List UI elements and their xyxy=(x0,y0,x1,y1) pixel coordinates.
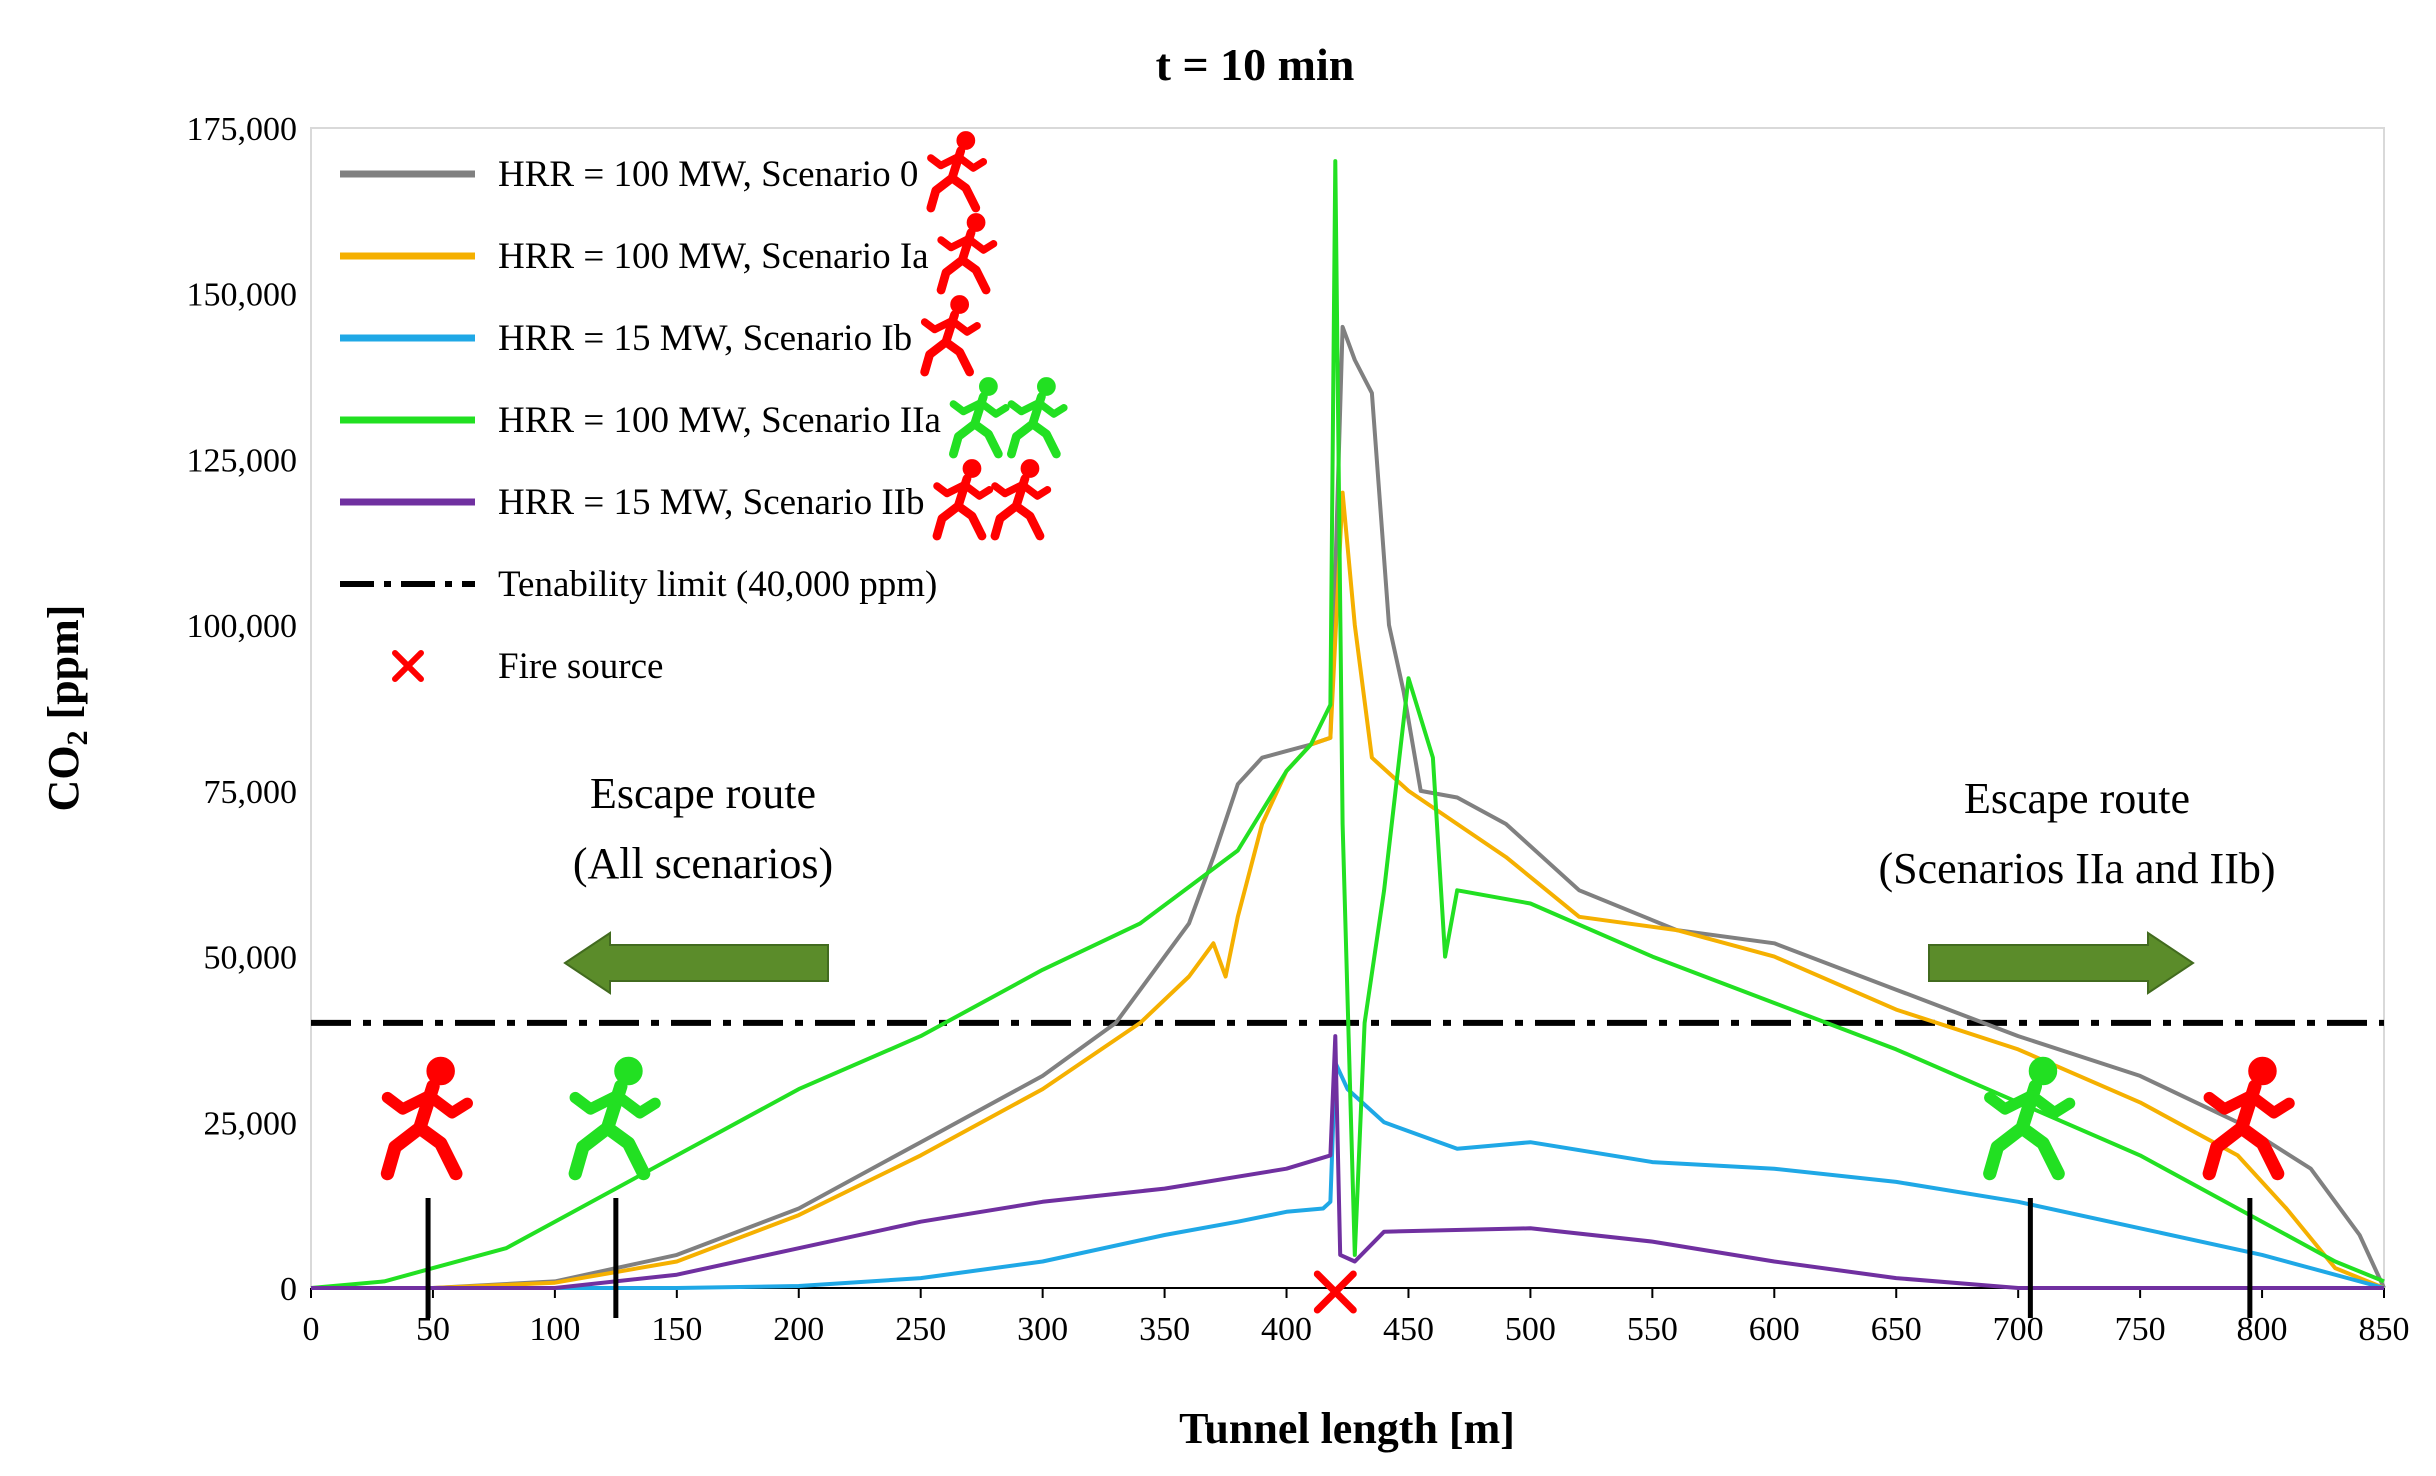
x-tick-label: 400 xyxy=(1261,1311,1312,1348)
legend-fire-x xyxy=(392,650,424,682)
legend-runner-icon xyxy=(925,296,978,372)
plot-area xyxy=(310,127,2385,1289)
person-markers xyxy=(387,1058,2289,1318)
escape-arrows xyxy=(563,931,2195,995)
legend-runner-icon xyxy=(941,214,994,290)
y-tick-label: 100,000 xyxy=(187,608,298,645)
x-tick-label: 650 xyxy=(1871,1311,1922,1348)
x-tick-label: 150 xyxy=(651,1311,702,1348)
legend-runner-icon xyxy=(953,378,1006,454)
y-axis-ticks: 0 25,000 50,000 75,000 100,000 125,000 150,000… xyxy=(187,111,298,1308)
escape-right-line1: Escape route xyxy=(1964,774,2190,823)
legend-label-3: HRR = 100 MW, Scenario IIa xyxy=(498,400,941,441)
x-tick-label: 300 xyxy=(1017,1311,1068,1348)
y-tick-label: 175,000 xyxy=(187,111,298,148)
y-tick-label: 25,000 xyxy=(204,1105,298,1142)
x-tick-label: 250 xyxy=(895,1311,946,1348)
series-line-3 xyxy=(310,159,2385,1290)
x-tick-label: 50 xyxy=(416,1311,450,1348)
legend-label-2: HRR = 15 MW, Scenario Ib xyxy=(498,318,912,359)
series-line-4 xyxy=(311,1034,2384,1290)
y-tick-label: 0 xyxy=(280,1271,297,1308)
legend: HRR = 100 MW, Scenario 0 HRR = 100 MW, Sc… xyxy=(340,132,1064,687)
y-axis-label-subscript: 2 xyxy=(61,730,94,745)
x-tick-label: 600 xyxy=(1749,1311,1800,1348)
escape-arrow-right xyxy=(1928,931,2195,995)
x-tick-label: 750 xyxy=(2115,1311,2166,1348)
escape-left-line1: Escape route xyxy=(590,769,816,818)
y-axis-label: CO2 [ppm] xyxy=(39,605,94,812)
legend-runner-icon xyxy=(937,460,990,536)
series-line-1 xyxy=(311,490,2385,1290)
x-tick-label: 200 xyxy=(773,1311,824,1348)
escape-right-line2: (Scenarios IIa and IIb) xyxy=(1878,844,2275,893)
legend-label-tenability: Tenability limit (40,000 ppm) xyxy=(498,564,937,605)
fire-source-marker xyxy=(1313,1270,1357,1314)
x-tick-label: 100 xyxy=(529,1311,580,1348)
x-tick-label: 700 xyxy=(1993,1311,2044,1348)
runner-icon xyxy=(575,1058,655,1174)
legend-label-1: HRR = 100 MW, Scenario Ia xyxy=(498,236,929,277)
series-lines xyxy=(310,159,2386,1290)
y-axis-label-unit: [ppm] xyxy=(39,605,88,731)
runner-icon xyxy=(387,1058,467,1174)
escape-arrow-left xyxy=(563,931,829,995)
x-tick-label: 850 xyxy=(2359,1311,2410,1348)
legend-runner-icon xyxy=(995,460,1048,536)
runner-icon xyxy=(1990,1058,2070,1174)
chart-title: t = 10 min xyxy=(1156,39,1355,90)
x-tick-label: 0 xyxy=(303,1311,320,1348)
x-tick-label: 800 xyxy=(2237,1311,2288,1348)
x-tick-label: 500 xyxy=(1505,1311,1556,1348)
x-tick-label: 350 xyxy=(1139,1311,1190,1348)
legend-label-fire: Fire source xyxy=(498,646,663,687)
y-tick-label: 50,000 xyxy=(204,940,298,977)
fire-source-x xyxy=(1313,1270,1357,1314)
y-tick-label: 125,000 xyxy=(187,442,298,479)
y-tick-label: 150,000 xyxy=(187,277,298,314)
x-tick-label: 450 xyxy=(1383,1311,1434,1348)
legend-label-4: HRR = 15 MW, Scenario IIb xyxy=(498,482,924,523)
x-axis-ticks: 0 50 100 150 200 250 300 350 400 450 500 550 600 650 7… xyxy=(303,1288,2410,1348)
x-axis-label: Tunnel length [m] xyxy=(1179,1404,1515,1453)
legend-runner-icon xyxy=(1011,378,1064,454)
escape-left-line2: (All scenarios) xyxy=(573,839,833,888)
y-axis-label-main: CO xyxy=(39,745,88,811)
legend-runner-icon xyxy=(931,132,984,208)
x-tick-label: 550 xyxy=(1627,1311,1678,1348)
series-line-0 xyxy=(311,324,2386,1290)
legend-label-0: HRR = 100 MW, Scenario 0 xyxy=(498,154,918,195)
y-tick-label: 75,000 xyxy=(204,774,298,811)
